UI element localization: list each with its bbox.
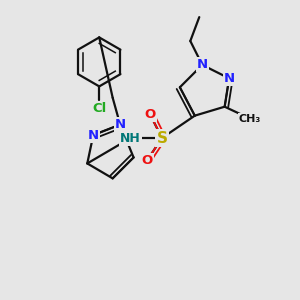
- Text: N: N: [197, 58, 208, 71]
- Text: S: S: [156, 130, 167, 146]
- Text: Cl: Cl: [92, 102, 106, 115]
- Text: O: O: [141, 154, 153, 167]
- Text: NH: NH: [120, 132, 141, 145]
- Text: N: N: [224, 72, 235, 85]
- Text: N: N: [88, 129, 99, 142]
- Text: O: O: [144, 108, 156, 121]
- Text: N: N: [115, 118, 126, 131]
- Text: CH₃: CH₃: [239, 114, 261, 124]
